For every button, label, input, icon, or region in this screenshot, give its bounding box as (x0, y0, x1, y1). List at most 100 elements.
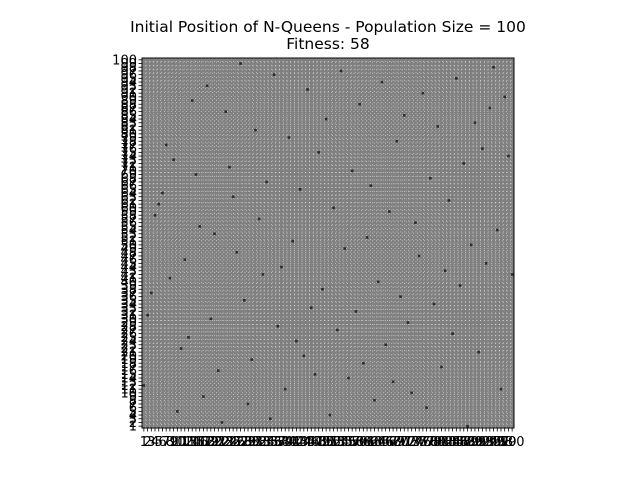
queen-marker (336, 328, 339, 332)
queen-marker (302, 354, 306, 358)
y-tick-label: 45 (120, 257, 137, 272)
y-tick-label: 3 (129, 412, 137, 427)
queen-marker (280, 265, 283, 269)
x-tick-label: 86 (452, 435, 469, 450)
x-tick-label: 54 (333, 435, 350, 450)
queen-marker (161, 191, 164, 195)
x-tick-label: 19 (203, 435, 220, 450)
y-tick-label: 92 (120, 83, 137, 98)
y-tick-label: 42 (120, 268, 137, 283)
x-tick-label: 46 (303, 435, 320, 450)
queen-marker (376, 280, 380, 284)
x-tick-label: 74 (407, 435, 424, 450)
y-tick-label: 2 (129, 416, 137, 431)
board-grid (142, 58, 514, 428)
queen-marker (224, 110, 227, 113)
queen-marker (261, 273, 265, 276)
queen-marker (231, 195, 235, 199)
x-tick-label: 38 (273, 435, 290, 450)
x-tick-label: 36 (266, 435, 283, 450)
x-tick-label: 13 (180, 435, 197, 450)
x-tick-label: 21 (210, 435, 227, 450)
y-tick-label: 66 (120, 179, 137, 194)
y-tick-label: 28 (120, 320, 137, 335)
x-tick-label: 61 (359, 435, 376, 450)
y-tick-label: 91 (120, 87, 137, 102)
x-tick-label: 9 (169, 435, 177, 450)
x-tick-label: 22 (214, 435, 231, 450)
y-tick-label: 60 (120, 201, 137, 216)
x-tick-label: 6 (158, 435, 166, 450)
y-tick-label: 34 (120, 298, 137, 313)
x-tick-label: 5 (155, 435, 163, 450)
x-tick-label: 67 (381, 435, 398, 450)
x-tick-label: 84 (444, 435, 461, 450)
x-tick-label: 72 (400, 435, 417, 450)
queen-marker (157, 202, 161, 206)
queen-marker (317, 151, 320, 154)
queen-marker (399, 295, 402, 298)
y-tick-label: 53 (120, 227, 137, 242)
y-tick-label: 61 (120, 198, 137, 213)
x-tick-label: 76 (415, 435, 432, 450)
y-tick-label: 68 (120, 172, 137, 187)
queen-marker (466, 424, 469, 428)
y-tick-label: 76 (120, 142, 137, 157)
y-tick-label: 83 (120, 116, 137, 131)
y-tick-label: 47 (120, 249, 137, 264)
x-axis-ticks: 1234567891011121314151617181920212223242… (140, 428, 525, 450)
queen-marker (421, 91, 425, 95)
y-tick-label: 93 (120, 79, 137, 94)
y-tick-label: 80 (120, 127, 137, 142)
y-tick-label: 44 (120, 261, 137, 276)
queen-marker (339, 69, 343, 73)
queen-marker (499, 387, 503, 391)
queen-markers (142, 62, 514, 428)
y-tick-label: 27 (120, 323, 137, 338)
x-tick-label: 37 (270, 435, 287, 450)
queen-marker (406, 321, 410, 324)
queen-marker (254, 128, 257, 132)
x-tick-label: 89 (463, 435, 480, 450)
x-tick-label: 55 (336, 435, 353, 450)
y-tick-label: 19 (120, 353, 137, 368)
x-tick-label: 81 (433, 435, 450, 450)
x-tick-label: 63 (366, 435, 383, 450)
y-tick-label: 8 (129, 394, 137, 409)
queen-marker (198, 225, 201, 228)
queen-marker (205, 84, 209, 88)
y-tick-label: 94 (120, 76, 137, 91)
x-tick-label: 70 (392, 435, 409, 450)
queen-marker (213, 232, 216, 236)
queen-marker (283, 387, 287, 391)
y-axis-ticks: 1234567891011121314151617181920212223242… (112, 53, 142, 435)
y-tick-label: 16 (120, 364, 137, 379)
queen-marker (417, 254, 421, 258)
queen-marker (451, 332, 454, 335)
queen-marker (235, 250, 239, 254)
y-tick-label: 79 (120, 131, 137, 146)
queen-marker (298, 188, 302, 191)
x-tick-label: 17 (195, 435, 212, 450)
x-tick-label: 12 (177, 435, 194, 450)
x-tick-label: 79 (426, 435, 443, 450)
queen-marker (395, 139, 399, 143)
queen-marker (495, 228, 499, 232)
queen-marker (347, 376, 350, 380)
y-tick-label: 36 (120, 290, 137, 305)
queen-marker (328, 413, 332, 417)
y-tick-label: 97 (120, 64, 137, 79)
x-tick-label: 47 (307, 435, 324, 450)
x-tick-label: 80 (429, 435, 446, 450)
x-tick-label: 27 (232, 435, 249, 450)
queen-marker (343, 247, 347, 250)
y-tick-label: 7 (129, 397, 137, 412)
queen-marker (473, 121, 477, 125)
x-tick-label: 4 (151, 435, 159, 450)
x-tick-label: 85 (448, 435, 465, 450)
queen-marker (250, 358, 254, 361)
x-tick-label: 91 (470, 435, 487, 450)
queen-marker (469, 243, 473, 247)
queen-marker (190, 99, 194, 102)
